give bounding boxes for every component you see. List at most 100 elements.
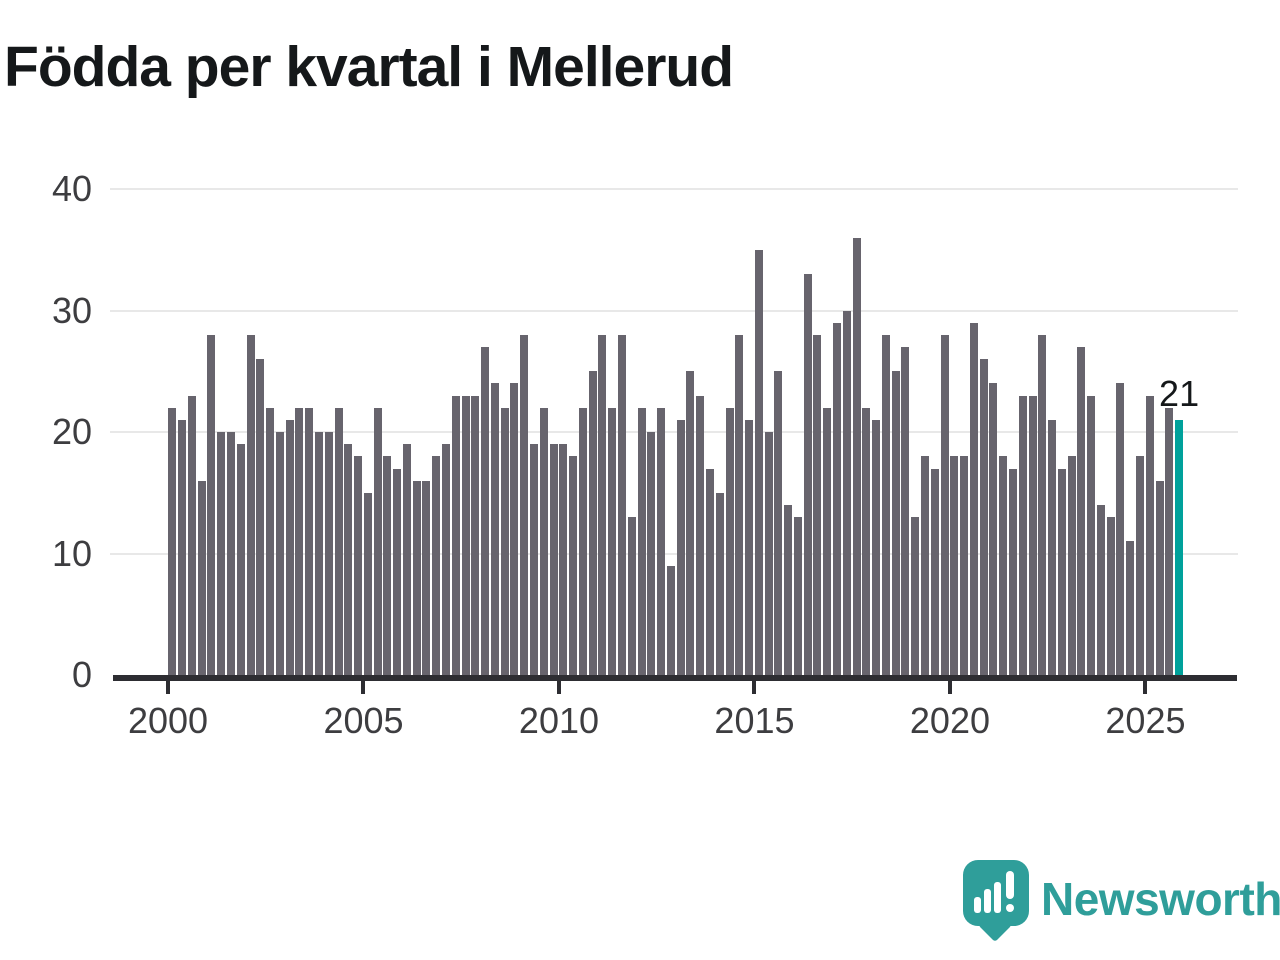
bar-2014-q3 [735, 335, 744, 675]
bar-2005-q4 [393, 469, 402, 675]
bar-2011-q4 [627, 517, 636, 675]
bar-2010-q4 [588, 371, 597, 675]
bar-2001-q4 [236, 444, 245, 675]
bar-2013-q4 [705, 469, 714, 675]
bar-2007-q1 [442, 444, 450, 675]
bar-2012-q4 [666, 566, 675, 675]
bar-2018-q4 [901, 347, 910, 675]
bar-2004-q2 [334, 408, 343, 675]
bar-2002-q3 [266, 408, 274, 675]
y-axis-label-20: 20 [51, 411, 92, 453]
bar-2001-q1 [207, 335, 216, 675]
bar-2015-q2 [764, 432, 773, 675]
bar-2020-q1 [950, 456, 959, 675]
bar-2007-q3 [461, 396, 470, 675]
bar-2023-q1 [1067, 456, 1076, 675]
bar-2012-q1 [637, 408, 646, 675]
gridline-y-20 [110, 431, 1238, 434]
bar-2014-q2 [725, 408, 734, 675]
bar-2006-q3 [422, 481, 431, 675]
x-axis-label-2000: 2000 [127, 700, 209, 741]
bar-2015-q1 [754, 250, 763, 675]
bar-2003-q2 [295, 408, 304, 675]
bar-2014-q4 [745, 420, 753, 675]
bar-2000-q2 [178, 420, 187, 675]
bar-2018-q1 [872, 420, 881, 675]
x-axis-label-2005: 2005 [323, 700, 404, 741]
bar-2022-q4 [1057, 469, 1066, 675]
bar-2020-q3 [969, 323, 978, 675]
y-axis-label-10: 10 [51, 532, 92, 574]
x-axis-tick-2020 [947, 681, 952, 694]
gridline-y-40 [110, 188, 1238, 191]
bar-2017-q4 [862, 408, 871, 675]
bar-2016-q3 [813, 335, 822, 675]
chart-title: Födda per kvartal i Mellerud [4, 35, 734, 99]
bar-2002-q2 [256, 359, 265, 675]
bar-2017-q3 [852, 238, 861, 675]
bar-2015-q3 [774, 371, 783, 675]
bar-2024-q3 [1126, 541, 1135, 675]
bar-2013-q1 [676, 420, 685, 675]
bar-2023-q2 [1077, 347, 1086, 675]
bar-2015-q4 [784, 505, 793, 675]
bar-2008-q4 [510, 383, 519, 675]
x-axis-label-2025: 2025 [1105, 700, 1186, 741]
bar-2024-q2 [1116, 383, 1125, 675]
x-axis-tick-2005 [361, 681, 366, 694]
bar-2018-q2 [881, 335, 890, 675]
gridline-y-10 [110, 552, 1238, 555]
y-axis-label-40: 40 [51, 168, 92, 210]
bar-2000-q4 [197, 481, 206, 675]
bar-2006-q2 [412, 481, 421, 675]
bar-2011-q3 [617, 335, 626, 675]
bar-2000-q3 [187, 396, 196, 675]
bar-2019-q3 [930, 469, 939, 675]
x-axis-label-2015: 2015 [714, 700, 795, 741]
logo-text: Newsworthy [1041, 873, 1280, 925]
x-axis-line [113, 675, 1237, 681]
bar-2004-q1 [324, 432, 333, 675]
bar-2008-q3 [500, 408, 509, 675]
bar-2017-q2 [842, 311, 851, 675]
bar-2022-q1 [1028, 396, 1037, 675]
bar-2003-q3 [305, 408, 314, 675]
bar-2010-q1 [559, 444, 568, 675]
bar-2002-q4 [275, 432, 284, 675]
bar-2008-q1 [481, 347, 490, 675]
bar-2025-q2 [1155, 481, 1164, 675]
bar-2021-q1 [989, 383, 998, 675]
bar-2012-q3 [657, 408, 665, 675]
bar-2009-q4 [549, 444, 558, 675]
bar-2002-q1 [246, 335, 255, 675]
bar-2010-q2 [569, 456, 578, 675]
bar-2007-q4 [471, 396, 480, 675]
logo-minibar-1 [974, 897, 981, 913]
bar-2019-q2 [920, 456, 929, 675]
bar-2023-q3 [1087, 396, 1096, 675]
x-axis-tick-2015 [752, 681, 757, 694]
bar-2011-q2 [608, 408, 617, 675]
bar-2013-q2 [686, 371, 695, 675]
bar-2021-q2 [999, 456, 1008, 675]
bar-2019-q1 [911, 517, 920, 675]
newsworthy-logo: Newsworthy [961, 858, 1280, 943]
bar-2004-q3 [344, 444, 353, 675]
bar-2022-q2 [1038, 335, 1047, 675]
bar-2025-q1 [1145, 396, 1154, 675]
bar-2000-q1 [168, 408, 177, 675]
bar-2001-q3 [226, 432, 235, 675]
bar-2016-q4 [823, 408, 832, 675]
bar-2008-q2 [490, 383, 499, 675]
logo-minibar-2 [984, 889, 991, 913]
logo-exclamation-icon [1006, 871, 1014, 899]
bar-2006-q1 [402, 444, 411, 675]
logo-minibar-3 [994, 882, 1001, 913]
bar-2025-q4 [1175, 420, 1184, 675]
bar-2014-q1 [715, 493, 724, 675]
x-axis-label-2020: 2020 [909, 700, 990, 741]
bar-2018-q3 [891, 371, 900, 675]
bar-2010-q3 [578, 408, 587, 675]
bar-2009-q3 [539, 408, 548, 675]
